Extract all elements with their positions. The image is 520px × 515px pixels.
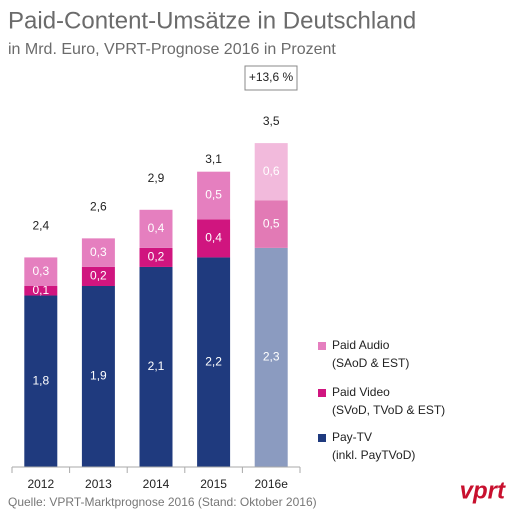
legend-note: (SAoD & EST) (332, 356, 409, 370)
legend-swatch (318, 389, 326, 397)
value-label: 1,9 (90, 369, 107, 383)
bar-segment (81, 286, 115, 467)
legend-label: Paid Video (332, 385, 390, 399)
legend-label: Pay-TV (332, 430, 372, 444)
bar-segment (254, 200, 288, 248)
bar-segment (139, 247, 173, 267)
bar-segment (24, 295, 58, 467)
total-label: 3,5 (263, 114, 280, 128)
value-label: 2,2 (205, 354, 222, 368)
value-label: 0,3 (90, 245, 107, 259)
bar-segment (197, 257, 231, 467)
value-label: 0,5 (263, 216, 280, 230)
legend-note: (SVoD, TVoD & EST) (332, 403, 445, 417)
bar-segment (139, 266, 173, 467)
value-label: 0,2 (90, 269, 107, 283)
logo: vprt (460, 477, 506, 504)
value-label: 0,3 (32, 264, 49, 278)
legend-note: (inkl. PayTVoD) (332, 448, 415, 462)
total-label: 2,6 (90, 199, 107, 213)
value-label: 0,5 (205, 188, 222, 202)
value-label: 0,6 (263, 164, 280, 178)
x-tick-label: 2015 (200, 477, 227, 491)
value-label: 2,3 (263, 350, 280, 364)
bar-segment (139, 209, 173, 248)
annotation-box (244, 65, 298, 91)
total-label: 2,9 (148, 171, 165, 185)
x-tick-label: 2016e (255, 477, 289, 491)
source: Quelle: VPRT-Marktprognose 2016 (Stand: … (8, 495, 317, 509)
x-tick-label: 2013 (85, 477, 112, 491)
legend-swatch (318, 434, 326, 442)
bar-segment (197, 171, 231, 220)
value-label: 1,8 (32, 373, 49, 387)
value-label: 0,4 (148, 221, 165, 235)
bar-segment (197, 219, 231, 258)
x-tick-label: 2012 (27, 477, 54, 491)
value-label: 0,4 (205, 231, 222, 245)
chart-title: Paid-Content-Umsätze in Deutschland (8, 7, 416, 34)
bar-segment (24, 286, 58, 296)
bar-segment (24, 257, 58, 286)
value-label: 0,2 (148, 250, 165, 264)
annotation: +13,6 % (249, 70, 294, 84)
bar-segment (81, 266, 115, 286)
total-label: 3,1 (205, 152, 222, 166)
chart-subtitle: in Mrd. Euro, VPRT-Prognose 2016 in Proz… (8, 41, 336, 58)
value-label: 0,1 (32, 283, 49, 297)
bar-segment (254, 143, 288, 201)
x-tick-label: 2014 (143, 477, 170, 491)
legend-label: Paid Audio (332, 338, 390, 352)
legend-swatch (318, 342, 326, 350)
value-label: 2,1 (148, 359, 165, 373)
total-label: 2,4 (32, 219, 49, 233)
bar-segment (254, 247, 288, 467)
bar-segment (81, 238, 115, 267)
